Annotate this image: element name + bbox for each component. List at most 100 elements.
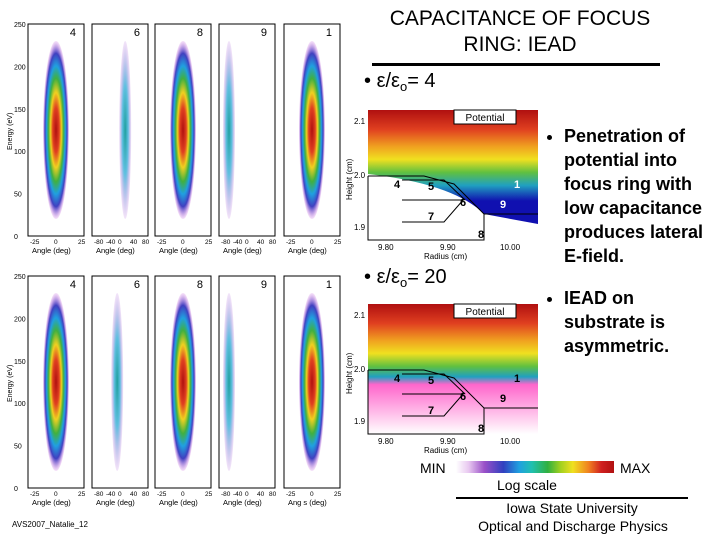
iead-xlabel: Angle (deg) — [96, 498, 135, 507]
iead-xtick: -40 — [233, 239, 243, 246]
potential-2-title: Potential — [466, 307, 505, 318]
iead-distribution — [170, 292, 196, 472]
iead-panel-number: 1 — [326, 27, 332, 39]
legend-scale: Log scale — [497, 477, 557, 493]
potential-1-ytick: 2.0 — [354, 171, 366, 180]
bullet-list: Penetration of potential into focus ring… — [542, 124, 712, 376]
potential-2-xtick: 10.00 — [500, 437, 521, 446]
potential-plot-1: Potential 2.1 2.0 1.9 9.80 9.90 10.00 Ra… — [345, 109, 538, 261]
region-label: 5 — [428, 181, 434, 193]
case1-eps: ε/ε — [376, 70, 400, 92]
iead-xtick: 0 — [310, 491, 314, 498]
bullet-dot-icon: • — [364, 266, 377, 288]
iead-panel: 4 -25 0 25 Angle (deg) — [27, 23, 86, 255]
iead-xtick: -80 — [221, 491, 231, 498]
iead-ytick: 50 — [14, 192, 22, 199]
bullet-penetration: Penetration of potential into focus ring… — [564, 124, 712, 268]
iead-xtick: -80 — [94, 239, 104, 246]
iead-panel-number: 4 — [70, 279, 76, 291]
iead-ytick: 250 — [14, 22, 26, 29]
potential-2-ylabel: Height (cm) — [345, 352, 354, 394]
iead-distribution — [119, 40, 132, 220]
iead-panel: 9 -80 -40 0 40 80 Angle (deg) — [218, 275, 277, 507]
region-label: 8 — [478, 229, 484, 241]
iead-xtick: 25 — [205, 239, 213, 246]
iead-panel-number: 1 — [326, 279, 332, 291]
bullet-dot-icon: • — [364, 70, 377, 92]
region-label: 4 — [394, 373, 401, 385]
iead-xtick: -80 — [94, 491, 104, 498]
potential-2-xlabel: Radius (cm) — [424, 446, 467, 455]
region-label: 7 — [428, 211, 434, 223]
iead-xtick: 25 — [78, 491, 86, 498]
iead-panel-number: 6 — [134, 27, 140, 39]
region-label: 7 — [428, 405, 434, 417]
iead-xtick: 0 — [181, 491, 185, 498]
iead-distribution — [223, 292, 235, 472]
potential-1-title: Potential — [466, 113, 505, 124]
iead-panel-number: 8 — [197, 279, 203, 291]
bullet-iead: IEAD on substrate is asymmetric. — [564, 286, 712, 358]
iead-distribution — [299, 40, 325, 220]
region-label: 5 — [428, 375, 434, 387]
iead-ytick: 250 — [14, 274, 26, 281]
iead-xtick: 25 — [334, 491, 342, 498]
iead-xtick: -25 — [157, 491, 167, 498]
potential-1-xtick: 9.90 — [440, 243, 456, 252]
iead-xtick: 0 — [54, 239, 58, 246]
region-label: 6 — [460, 197, 466, 209]
iead-xtick: -25 — [157, 239, 167, 246]
footer-group: Optical and Discharge Physics — [478, 518, 668, 534]
potential-1-xlabel: Radius (cm) — [424, 252, 467, 261]
footer-rule — [456, 497, 688, 499]
iead-distribution — [43, 40, 69, 220]
potential-plot-2: Potential 2.1 2.0 1.9 9.80 9.90 10.00 Ra… — [345, 303, 538, 455]
iead-xlabel: Angle (deg) — [223, 498, 262, 507]
iead-ytick: 200 — [14, 64, 26, 71]
title-underline — [372, 63, 660, 66]
iead-ylabel: Energy (eV) — [7, 113, 14, 150]
iead-panel-number: 8 — [197, 27, 203, 39]
iead-xtick: -40 — [233, 491, 243, 498]
potential-2-ytick: 2.0 — [354, 365, 366, 374]
iead-xlabel: Angle (deg) — [32, 246, 71, 255]
case2-eps: ε/ε — [376, 266, 400, 288]
region-label: 9 — [500, 393, 506, 405]
region-label: 9 — [500, 199, 506, 211]
slide-title: CAPACITANCE OF FOCUS RING: IEAD — [389, 7, 651, 56]
potential-2-field — [368, 304, 538, 434]
iead-xtick: 40 — [130, 491, 138, 498]
iead-xtick: 0 — [54, 491, 58, 498]
iead-xtick: -25 — [30, 491, 40, 498]
legend-max: MAX — [620, 460, 651, 476]
potential-1-ytick: 1.9 — [354, 223, 366, 232]
iead-xtick: -25 — [286, 239, 296, 246]
region-label: 8 — [478, 423, 484, 435]
potential-2-ytick: 2.1 — [354, 311, 366, 320]
potential-1-ytick: 2.1 — [354, 117, 366, 126]
iead-panel: 6 -80 -40 0 40 80 Angle (deg) — [91, 275, 150, 507]
iead-distribution — [170, 40, 196, 220]
iead-ytick: 150 — [14, 107, 26, 114]
potential-2-ytick: 1.9 — [354, 417, 366, 426]
iead-xtick: 80 — [269, 491, 277, 498]
iead-xtick: 0 — [245, 239, 249, 246]
iead-xtick: -25 — [286, 491, 296, 498]
iead-xtick: 25 — [205, 491, 213, 498]
potential-1-ylabel: Height (cm) — [345, 158, 354, 200]
case2-label: • ε/εo= 20 — [364, 266, 447, 290]
iead-xtick: -80 — [221, 239, 231, 246]
iead-panel-number: 4 — [70, 27, 76, 39]
iead-xtick: -40 — [106, 239, 116, 246]
region-label: 1 — [514, 179, 520, 191]
iead-distribution — [43, 292, 69, 472]
iead-distribution — [299, 292, 325, 472]
iead-xlabel: Angle (deg) — [96, 246, 135, 255]
iead-panel-number: 9 — [261, 279, 267, 291]
iead-panel: 8 -25 0 25 Angle (deg) — [154, 23, 213, 255]
slide-credit: AVS2007_Natalie_12 — [12, 520, 88, 529]
iead-xtick: 0 — [310, 239, 314, 246]
footer-university: Iowa State University — [506, 500, 638, 516]
potential-1-xtick: 10.00 — [500, 243, 521, 252]
potential-2-xtick: 9.80 — [378, 437, 394, 446]
